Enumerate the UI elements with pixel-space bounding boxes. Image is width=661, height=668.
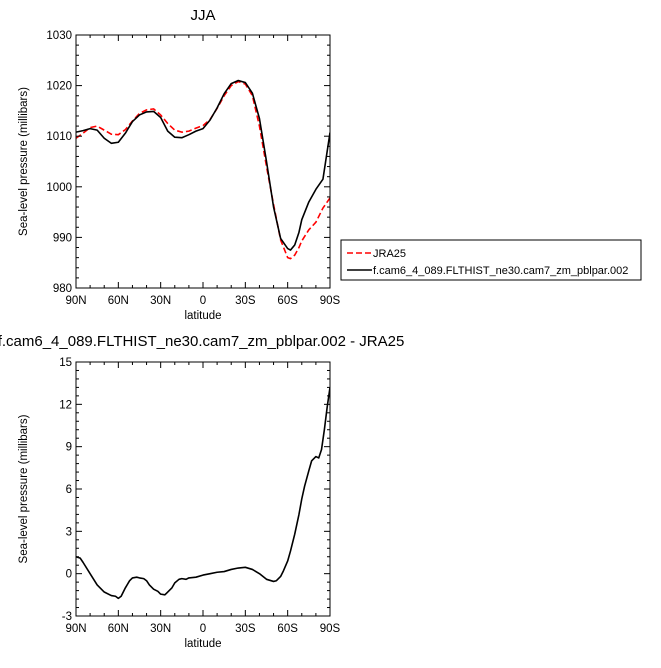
- plot-frame: [75, 34, 331, 289]
- x-axis-label: latitude: [184, 638, 221, 650]
- x-tick-label: 30S: [235, 295, 256, 307]
- x-tick-label: 90N: [65, 623, 86, 635]
- x-tick-label: 60N: [108, 623, 129, 635]
- y-tick-label: 990: [53, 232, 72, 244]
- y-tick-label: -3: [62, 611, 72, 623]
- x-tick-label: 30S: [235, 623, 256, 635]
- x-tick-label: 90S: [320, 623, 341, 635]
- x-tick-label: 0: [200, 623, 206, 635]
- x-tick-label: 90N: [65, 295, 86, 307]
- x-tick-label: 60S: [277, 623, 298, 635]
- y-tick-label: 6: [66, 484, 72, 496]
- y-axis-label: Sea-level pressure (millibars): [18, 87, 30, 236]
- series-line-1: [76, 387, 330, 600]
- series-line-1: [76, 80, 330, 260]
- x-tick-label: 30N: [150, 295, 171, 307]
- y-tick-label: 12: [59, 399, 72, 411]
- y-tick-label: 1010: [46, 131, 72, 143]
- y-tick-label: 0: [66, 569, 72, 581]
- x-tick-label: 90S: [320, 295, 341, 307]
- y-tick-label: 3: [66, 526, 72, 538]
- x-tick-label: 60N: [108, 295, 129, 307]
- chart-panel-2: f.cam6_4_089.FLTHIST_ne30.cam7_zm_pblpar…: [0, 333, 404, 650]
- y-tick-label: 1020: [46, 81, 72, 93]
- y-tick-label: 1000: [46, 182, 72, 194]
- x-tick-label: 0: [200, 295, 206, 307]
- legend-label-1: JRA25: [373, 248, 406, 260]
- legend-box: [340, 239, 642, 281]
- y-tick-label: 15: [59, 357, 72, 369]
- x-axis-label: latitude: [184, 310, 221, 322]
- x-tick-label: 60S: [277, 295, 298, 307]
- chart-title: f.cam6_4_089.FLTHIST_ne30.cam7_zm_pblpar…: [0, 333, 404, 350]
- y-tick-label: 1030: [46, 30, 72, 42]
- y-tick-label: 9: [66, 442, 72, 454]
- y-axis-label: Sea-level pressure (millibars): [18, 414, 30, 563]
- x-tick-label: 30N: [150, 623, 171, 635]
- legend-label-2: f.cam6_4_089.FLTHIST_ne30.cam7_zm_pblpar…: [373, 265, 628, 277]
- series-line-2: [76, 79, 330, 251]
- y-tick-label: 980: [53, 283, 72, 295]
- chart-title: JJA: [190, 7, 215, 24]
- chart-panel-1: JJA 980 990 1000 1010 1020 1030 90N 60N 30N 0 30S 60…: [18, 7, 642, 322]
- legend: JRA25 f.cam6_4_089.FLTHIST_ne30.cam7_zm_p…: [340, 239, 642, 281]
- plot-frame: [75, 361, 331, 617]
